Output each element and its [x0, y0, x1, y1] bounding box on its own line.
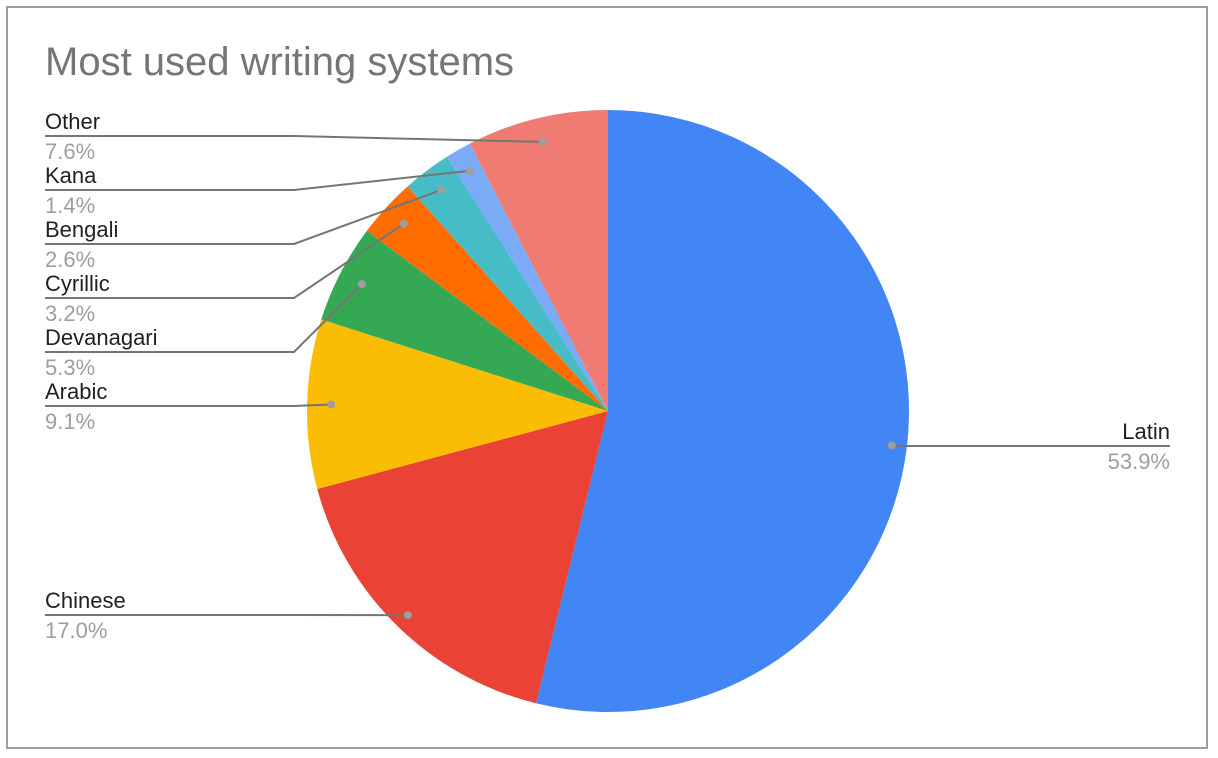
leader-line-devanagari — [45, 283, 363, 353]
pie-slice-chinese — [317, 411, 608, 704]
leader-dot-bengali — [437, 186, 446, 194]
pie-slice-kana — [446, 143, 608, 411]
leaders-layer — [45, 135, 1170, 620]
leader-dot-latin — [887, 441, 896, 450]
slice-percent-kana: 1.4% — [45, 193, 95, 218]
leader-dot-cyrillic — [399, 219, 408, 228]
slice-percent-latin: 53.9% — [1108, 449, 1170, 474]
chart-title: Most used writing systems — [45, 40, 515, 84]
slice-percent-bengali: 2.6% — [45, 247, 95, 272]
leader-dot-other — [538, 137, 547, 146]
slice-percent-cyrillic: 3.2% — [45, 301, 95, 326]
slice-label-bengali: Bengali — [45, 217, 118, 242]
slice-percent-other: 7.6% — [45, 139, 95, 164]
slice-label-latin: Latin — [1122, 419, 1170, 444]
slice-label-kana: Kana — [45, 163, 97, 188]
pie-slice-cyrillic — [366, 186, 608, 411]
leader-line-cyrillic — [45, 222, 405, 299]
leader-line-kana — [45, 169, 471, 191]
leader-line-bengali — [45, 189, 442, 245]
slice-percent-devanagari: 5.3% — [45, 355, 95, 380]
labels-layer: Other 7.6%Kana 1.4%Bengali 2.6%Cyrillic 3.2%… — [45, 109, 1170, 643]
leader-dot-devanagari — [357, 280, 366, 289]
slice-percent-chinese: 17.0% — [45, 618, 107, 643]
leader-line-latin — [891, 444, 1170, 447]
pie-slice-other — [469, 110, 608, 411]
slice-label-arabic: Arabic — [45, 379, 107, 404]
pie-slice-bengali — [407, 156, 608, 411]
slice-label-chinese: Chinese — [45, 588, 126, 613]
slice-label-cyrillic: Cyrillic — [45, 271, 110, 296]
leader-dot-chinese — [403, 611, 412, 620]
leader-line-arabic — [45, 403, 332, 407]
slice-label-other: Other — [45, 109, 100, 134]
slices-layer — [307, 110, 910, 712]
slice-label-devanagari: Devanagari — [45, 325, 158, 350]
pie-slice-arabic — [307, 319, 608, 489]
leader-line-other — [45, 135, 543, 143]
slice-percent-arabic: 9.1% — [45, 409, 95, 434]
pie-slice-latin — [535, 110, 910, 712]
leader-dot-arabic — [327, 400, 336, 409]
pie-slice-devanagari — [321, 230, 608, 411]
leader-dot-kana — [466, 166, 475, 175]
